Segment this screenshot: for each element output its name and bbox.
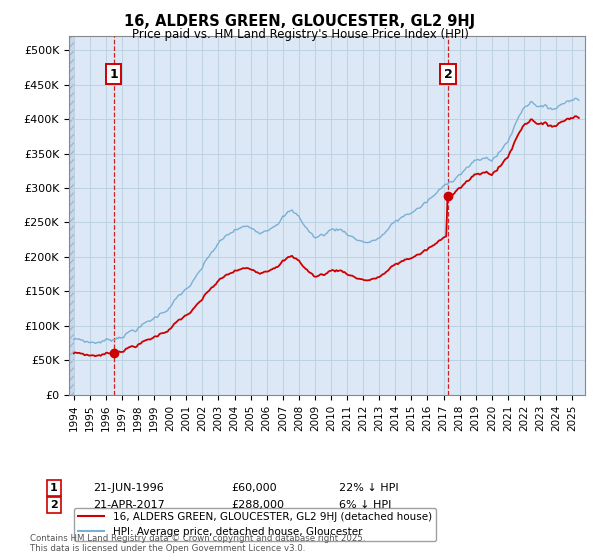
Bar bbox=[69, 36, 74, 395]
Text: Contains HM Land Registry data © Crown copyright and database right 2025.
This d: Contains HM Land Registry data © Crown c… bbox=[30, 534, 365, 553]
Text: 2: 2 bbox=[50, 500, 58, 510]
Text: 16, ALDERS GREEN, GLOUCESTER, GL2 9HJ: 16, ALDERS GREEN, GLOUCESTER, GL2 9HJ bbox=[124, 14, 476, 29]
Legend: 16, ALDERS GREEN, GLOUCESTER, GL2 9HJ (detached house), HPI: Average price, deta: 16, ALDERS GREEN, GLOUCESTER, GL2 9HJ (d… bbox=[74, 507, 436, 541]
Text: £60,000: £60,000 bbox=[231, 483, 277, 493]
Text: £288,000: £288,000 bbox=[231, 500, 284, 510]
Text: 2: 2 bbox=[444, 68, 452, 81]
Text: Price paid vs. HM Land Registry's House Price Index (HPI): Price paid vs. HM Land Registry's House … bbox=[131, 28, 469, 41]
Text: 6% ↓ HPI: 6% ↓ HPI bbox=[339, 500, 391, 510]
Text: 21-APR-2017: 21-APR-2017 bbox=[93, 500, 165, 510]
Text: 1: 1 bbox=[109, 68, 118, 81]
Text: 21-JUN-1996: 21-JUN-1996 bbox=[93, 483, 164, 493]
Text: 22% ↓ HPI: 22% ↓ HPI bbox=[339, 483, 398, 493]
Text: 1: 1 bbox=[50, 483, 58, 493]
